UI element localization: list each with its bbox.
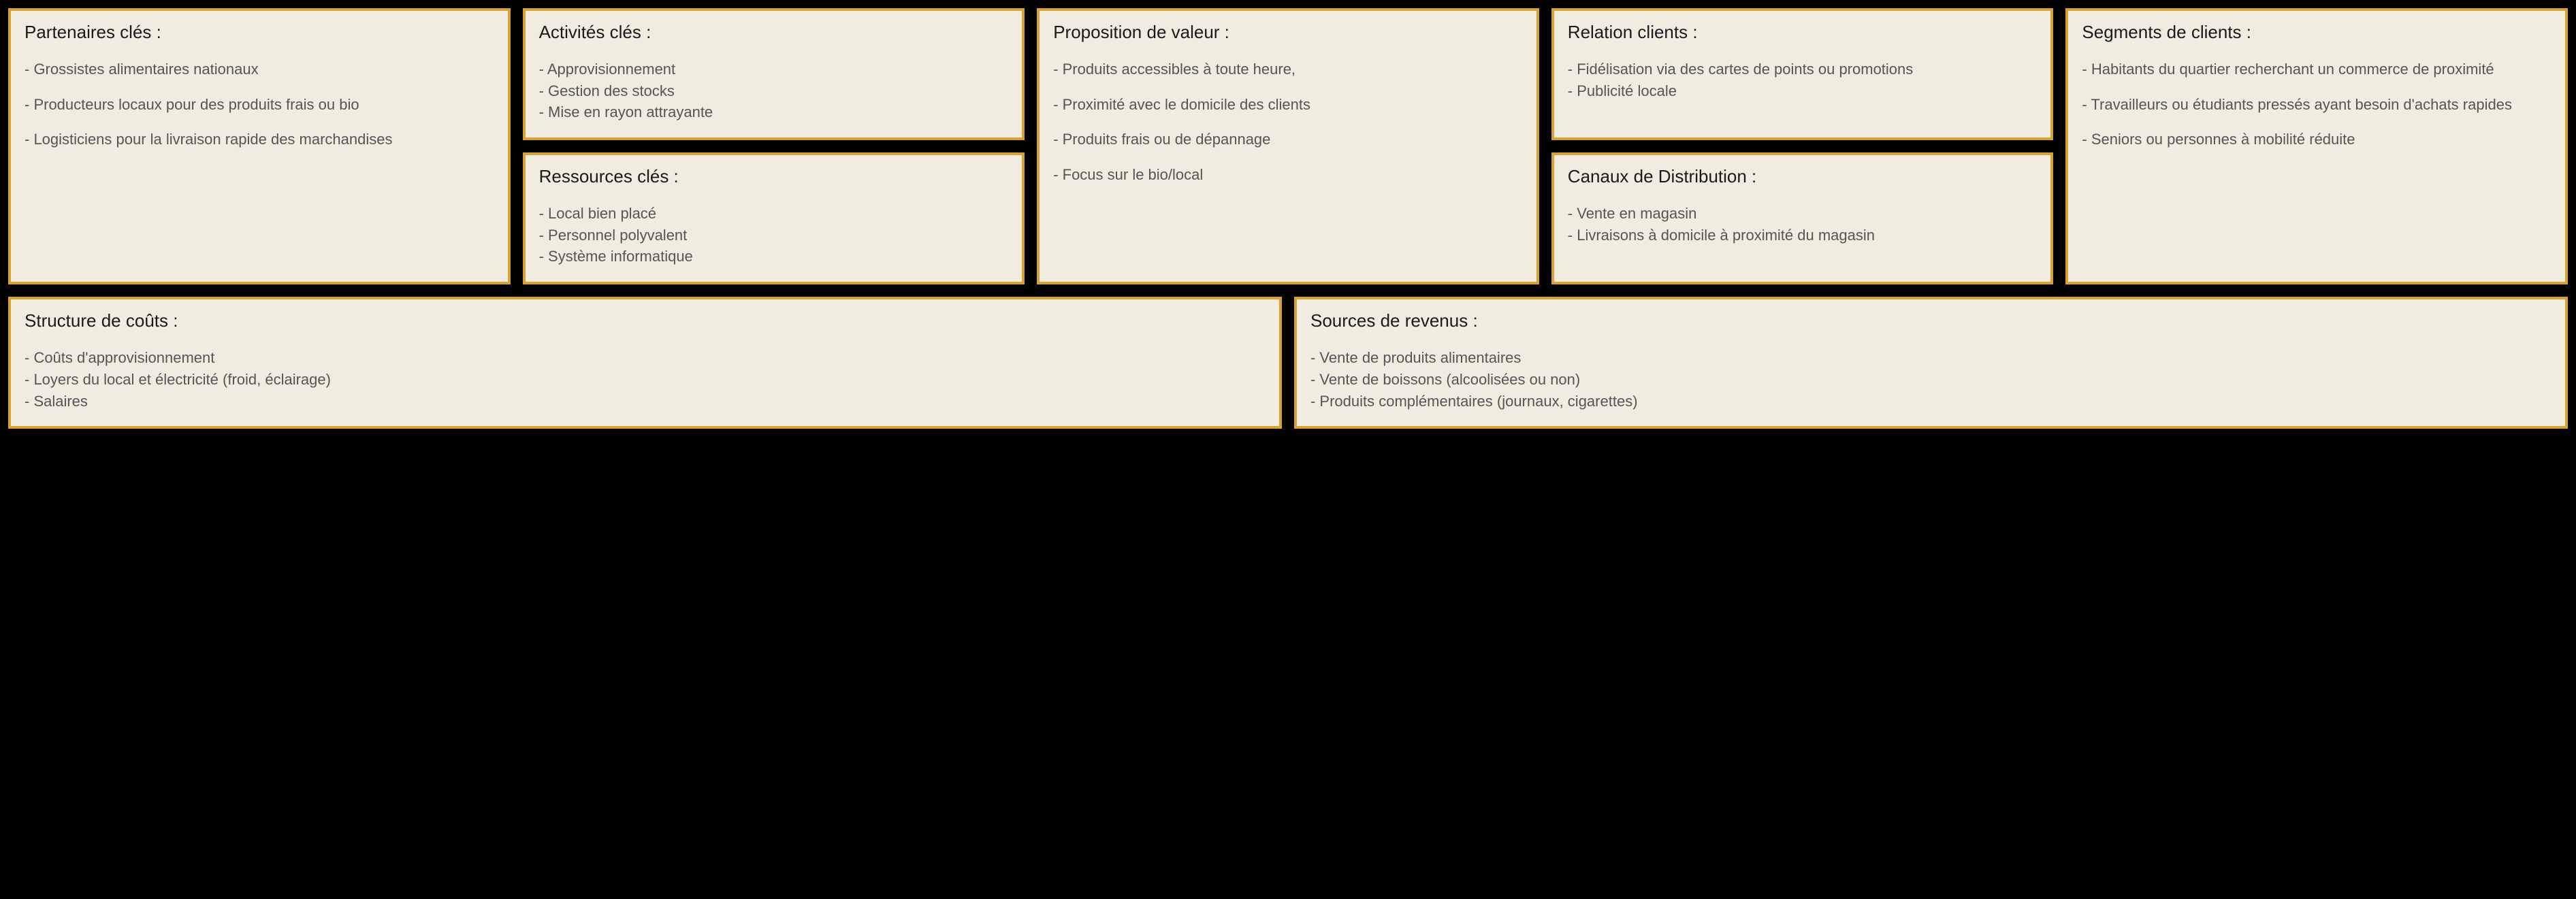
block-title: Partenaires clés :: [25, 22, 494, 43]
list-item: - Focus sur le bio/local: [1053, 165, 1523, 185]
list-item: - Logisticiens pour la livraison rapide …: [25, 129, 494, 150]
block-channels: Canaux de Distribution : - Vente en maga…: [1551, 152, 2054, 284]
list-item: - Approvisionnement: [539, 59, 1009, 80]
list-item: - Loyers du local et électricité (froid,…: [25, 370, 1266, 390]
list-item: - Vente en magasin: [1568, 203, 2038, 224]
list-item: - Travailleurs ou étudiants pressés ayan…: [2082, 95, 2551, 115]
list-item: - Mise en rayon attrayante: [539, 102, 1009, 122]
list-item: - Fidélisation via des cartes de points …: [1568, 59, 2038, 80]
list-item: - Produits frais ou de dépannage: [1053, 129, 1523, 150]
list-item: - Grossistes alimentaires nationaux: [25, 59, 494, 80]
block-title: Ressources clés :: [539, 166, 1009, 187]
block-items: - Coûts d'approvisionnement- Loyers du l…: [25, 348, 1266, 411]
block-items: - Vente en magasin- Livraisons à domicil…: [1568, 203, 2038, 245]
block-items: - Produits accessibles à toute heure, - P…: [1053, 59, 1523, 185]
block-cost-structure: Structure de coûts : - Coûts d'approvisi…: [8, 297, 1282, 429]
list-item: - Coûts d'approvisionnement: [25, 348, 1266, 368]
block-title: Structure de coûts :: [25, 310, 1266, 331]
block-title: Canaux de Distribution :: [1568, 166, 2038, 187]
block-key-activities: Activités clés : - Approvisionnement- Ge…: [523, 8, 1025, 140]
list-item: - Salaires: [25, 391, 1266, 412]
list-item: - Producteurs locaux pour des produits f…: [25, 95, 494, 115]
block-key-partners: Partenaires clés : - Grossistes alimenta…: [8, 8, 511, 284]
list-item: - Vente de produits alimentaires: [1310, 348, 2551, 368]
list-item: - Vente de boissons (alcoolisées ou non): [1310, 370, 2551, 390]
list-item: - Produits accessibles à toute heure,: [1053, 59, 1523, 80]
block-title: Activités clés :: [539, 22, 1009, 43]
block-title: Relation clients :: [1568, 22, 2038, 43]
list-item: - Personnel polyvalent: [539, 225, 1009, 246]
block-title: Segments de clients :: [2082, 22, 2551, 43]
block-revenue-streams: Sources de revenus : - Vente de produits…: [1294, 297, 2568, 429]
list-item: - Système informatique: [539, 246, 1009, 267]
block-items: - Habitants du quartier recherchant un c…: [2082, 59, 2551, 150]
block-items: - Grossistes alimentaires nationaux - Pro…: [25, 59, 494, 150]
list-item: - Publicité locale: [1568, 81, 2038, 101]
list-item: - Seniors ou personnes à mobilité réduit…: [2082, 129, 2551, 150]
block-customer-relationships: Relation clients : - Fidélisation via de…: [1551, 8, 2054, 140]
list-item: - Local bien placé: [539, 203, 1009, 224]
list-item: - Habitants du quartier recherchant un c…: [2082, 59, 2551, 80]
list-item: - Gestion des stocks: [539, 81, 1009, 101]
block-title: Sources de revenus :: [1310, 310, 2551, 331]
list-item: - Produits complémentaires (journaux, ci…: [1310, 391, 2551, 412]
block-key-resources: Ressources clés : - Local bien placé- Pe…: [523, 152, 1025, 284]
bmc-canvas: Partenaires clés : - Grossistes alimenta…: [8, 8, 2568, 429]
block-items: - Vente de produits alimentaires- Vente …: [1310, 348, 2551, 411]
block-value-proposition: Proposition de valeur : - Produits acces…: [1037, 8, 1539, 284]
list-item: - Proximité avec le domicile des clients: [1053, 95, 1523, 115]
block-title: Proposition de valeur :: [1053, 22, 1523, 43]
block-items: - Approvisionnement- Gestion des stocks-…: [539, 59, 1009, 122]
list-item: - Livraisons à domicile à proximité du m…: [1568, 225, 2038, 246]
block-customer-segments: Segments de clients : - Habitants du qua…: [2065, 8, 2568, 284]
block-items: - Local bien placé- Personnel polyvalent…: [539, 203, 1009, 267]
block-items: - Fidélisation via des cartes de points …: [1568, 59, 2038, 101]
